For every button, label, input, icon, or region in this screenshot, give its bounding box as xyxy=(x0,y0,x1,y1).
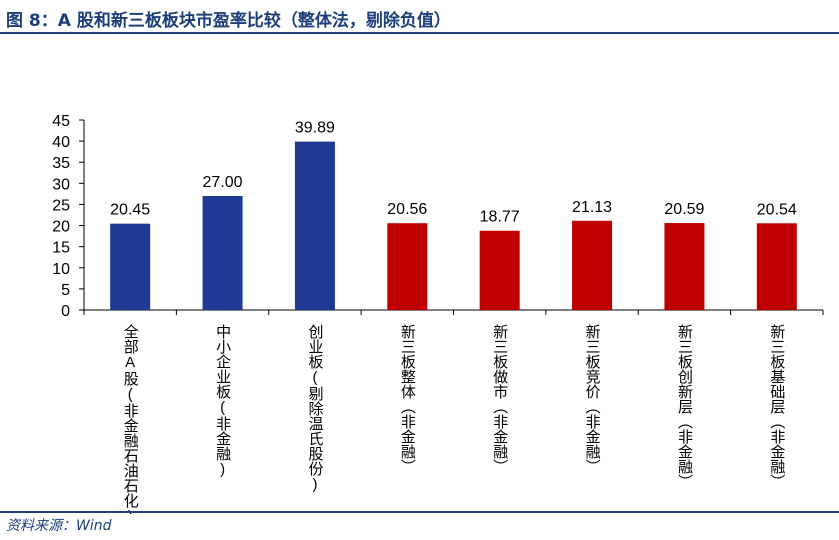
bar-value-label: 20.59 xyxy=(664,201,704,218)
y-tick-label: 5 xyxy=(61,282,70,299)
bar-value-label: 20.56 xyxy=(387,201,427,218)
category-labels: 全部A股(非金融石油石化) 中小企业板(非金融) 创业板(剔除温氏股份) 新三板整体（… xyxy=(122,323,786,514)
category-label: 创业板(剔除温氏股份) xyxy=(306,324,323,493)
bar-value-label: 20.54 xyxy=(757,201,797,218)
y-tick-label: 35 xyxy=(52,155,70,172)
category-label: 新三板基础层（非金融） xyxy=(768,324,785,489)
bar-value-label: 20.45 xyxy=(110,202,150,219)
bar xyxy=(387,223,428,310)
footer-divider xyxy=(0,511,839,513)
figure-title-bar: 图 8：A 股和新三板板块市盈率比较（整体法，剔除负值） xyxy=(0,0,839,34)
y-tick-label: 15 xyxy=(52,240,70,257)
bar xyxy=(110,223,151,310)
category-label: 新三板做市（非金融） xyxy=(491,324,508,474)
y-tick-label: 45 xyxy=(52,113,70,130)
value-labels: 20.45 27.00 39.89 20.56 18.77 21.13 20.59 20.54 xyxy=(110,120,797,226)
y-tick-label: 40 xyxy=(52,134,70,151)
category-label: 中小企业板(非金融) xyxy=(214,324,231,478)
bar xyxy=(479,230,520,310)
bar-value-label: 39.89 xyxy=(295,120,335,137)
bar-value-label: 27.00 xyxy=(203,174,243,191)
category-label: 新三板竞价（非金融） xyxy=(584,324,601,474)
bar xyxy=(756,223,797,310)
bar-chart: 0 5 10 15 20 25 30 35 40 45 20.45 27.00 39.89 20.56 1… xyxy=(52,113,824,514)
bar-value-label: 18.77 xyxy=(480,209,520,226)
bars xyxy=(110,141,797,310)
title-divider xyxy=(0,32,839,34)
figure-title: 图 8：A 股和新三板板块市盈率比较（整体法，剔除负值） xyxy=(6,11,451,31)
bar-value-label: 21.13 xyxy=(572,199,612,216)
y-axis: 0 5 10 15 20 25 30 35 40 45 xyxy=(52,113,824,320)
category-label: 新三板创新层（非金融） xyxy=(676,324,693,489)
bar xyxy=(572,220,613,310)
y-tick-label: 20 xyxy=(52,219,70,236)
bar xyxy=(664,223,705,310)
source-note: 资料来源：Wind xyxy=(6,518,112,534)
y-tick-label: 30 xyxy=(52,176,70,193)
bar xyxy=(294,141,335,310)
category-label: 全部A股(非金融石油石化) xyxy=(122,323,139,514)
y-tick-label: 25 xyxy=(52,197,70,214)
y-tick-label: 10 xyxy=(52,261,70,278)
y-tick-label: 0 xyxy=(61,303,70,320)
category-label: 新三板整体（非金融） xyxy=(399,324,416,474)
bar xyxy=(202,196,243,310)
